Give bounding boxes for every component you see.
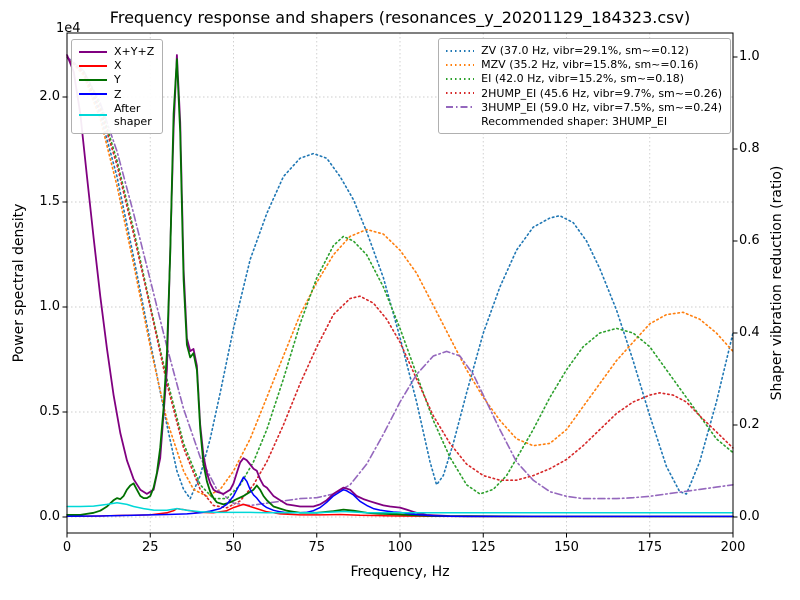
left-tick-label-1.0: 1.0 — [39, 299, 60, 314]
legend-item-mzv: MZV (35.2 Hz, vibr=15.8%, sm~=0.16) — [445, 58, 722, 71]
psd-line-after-shaper — [66, 501, 734, 514]
x-tick-label-50: 50 — [225, 540, 242, 555]
legend-label-mzv: MZV (35.2 Hz, vibr=15.8%, sm~=0.16) — [481, 58, 699, 72]
legend-item-y: Y — [78, 73, 154, 86]
legend-recommended-shaper: Recommended shaper: 3HUMP_EI — [445, 115, 722, 128]
right-axis-label: Shaper vibration reduction (ratio) — [769, 165, 785, 401]
left-tick-label-2.0: 2.0 — [39, 89, 60, 104]
legend-line-sample-mzv — [446, 63, 475, 66]
legend-line-sample-3hump-ei — [446, 106, 475, 109]
left-tick-label-1.5: 1.5 — [39, 194, 60, 209]
x-tick-label-25: 25 — [141, 540, 159, 555]
psd-line-y — [66, 58, 734, 518]
legend-line-sample-empty — [445, 117, 475, 127]
right-tick-label-0.8: 0.8 — [739, 141, 760, 156]
x-axis-label: Frequency, Hz — [350, 564, 450, 580]
legend-line-sample-zv — [446, 49, 475, 52]
right-tick-label-0.4: 0.4 — [739, 325, 760, 340]
legend-label-after-shaper: After shaper — [114, 101, 152, 128]
x-tick-label-0: 0 — [62, 540, 72, 555]
shaper-line-3HUMP_EI — [66, 56, 734, 507]
legend-label-zv: ZV (37.0 Hz, vibr=29.1%, sm~=0.12) — [481, 44, 689, 57]
legend-label-2hump-ei: 2HUMP_EI (45.6 Hz, vibr=9.7%, sm~=0.26) — [481, 86, 722, 100]
x-tick-label-200: 200 — [720, 540, 746, 555]
legend-psd: X+Y+Z X Y Z After shaper — [71, 39, 164, 135]
legend-item-x: X — [78, 59, 154, 72]
legend-note-label: Recommended shaper: 3HUMP_EI — [481, 114, 668, 128]
x-tick-label-150: 150 — [554, 540, 579, 555]
x-tick-label-125: 125 — [470, 540, 496, 555]
legend-label-3hump-ei: 3HUMP_EI (59.0 Hz, vibr=7.5%, sm~=0.24) — [481, 100, 722, 114]
shaper-line-EI — [66, 56, 734, 500]
chart-title: Frequency response and shapers (resonanc… — [109, 8, 691, 27]
legend-line-sample-z — [79, 93, 107, 96]
legend-line-sample-after-shaper — [79, 113, 107, 116]
shaper-line-ZV — [66, 56, 734, 500]
legend-line-sample-ei — [446, 77, 475, 80]
shaper-line-2HUMP_EI — [66, 56, 734, 509]
legend-label-z: Z — [114, 87, 122, 101]
shaper-line-MZV — [66, 56, 734, 498]
legend-line-sample-x — [79, 64, 107, 67]
x-tick-label-175: 175 — [637, 540, 663, 555]
right-tick-label-0.6: 0.6 — [739, 233, 760, 248]
legend-item-2hump-ei: 2HUMP_EI (45.6 Hz, vibr=9.7%, sm~=0.26) — [445, 87, 722, 100]
x-tick-label-100: 100 — [387, 540, 413, 555]
left-tick-label-0.5: 0.5 — [39, 404, 60, 419]
legend-label-y: Y — [114, 73, 121, 87]
x-tick-label-75: 75 — [308, 540, 326, 555]
legend-item-3hump-ei: 3HUMP_EI (59.0 Hz, vibr=7.5%, sm~=0.24) — [445, 101, 722, 114]
legend-item-xyz: X+Y+Z — [78, 45, 154, 58]
legend-label-ei: EI (42.0 Hz, vibr=15.2%, sm~=0.18) — [481, 72, 685, 86]
left-tick-label-0.0: 0.0 — [39, 509, 60, 524]
legend-shapers: ZV (37.0 Hz, vibr=29.1%, sm~=0.12) MZV (… — [438, 38, 731, 135]
legend-item-z: Z — [78, 88, 154, 101]
legend-label-xyz: X+Y+Z — [114, 45, 155, 58]
legend-item-after-shaper: After shaper — [78, 102, 154, 128]
legend-item-zv: ZV (37.0 Hz, vibr=29.1%, sm~=0.12) — [445, 44, 722, 57]
right-tick-label-1.0: 1.0 — [739, 49, 760, 64]
left-axis-multiplier: 1e4 — [56, 21, 81, 36]
right-tick-label-0.2: 0.2 — [739, 417, 760, 432]
legend-line-sample-y — [79, 78, 107, 81]
legend-line-sample-2hump-ei — [446, 92, 475, 95]
legend-line-sample-xyz — [79, 50, 107, 53]
left-axis-label: Power spectral density — [11, 203, 27, 363]
legend-item-ei: EI (42.0 Hz, vibr=15.2%, sm~=0.18) — [445, 72, 722, 85]
legend-label-x: X — [114, 59, 122, 73]
right-tick-label-0.0: 0.0 — [739, 509, 760, 524]
